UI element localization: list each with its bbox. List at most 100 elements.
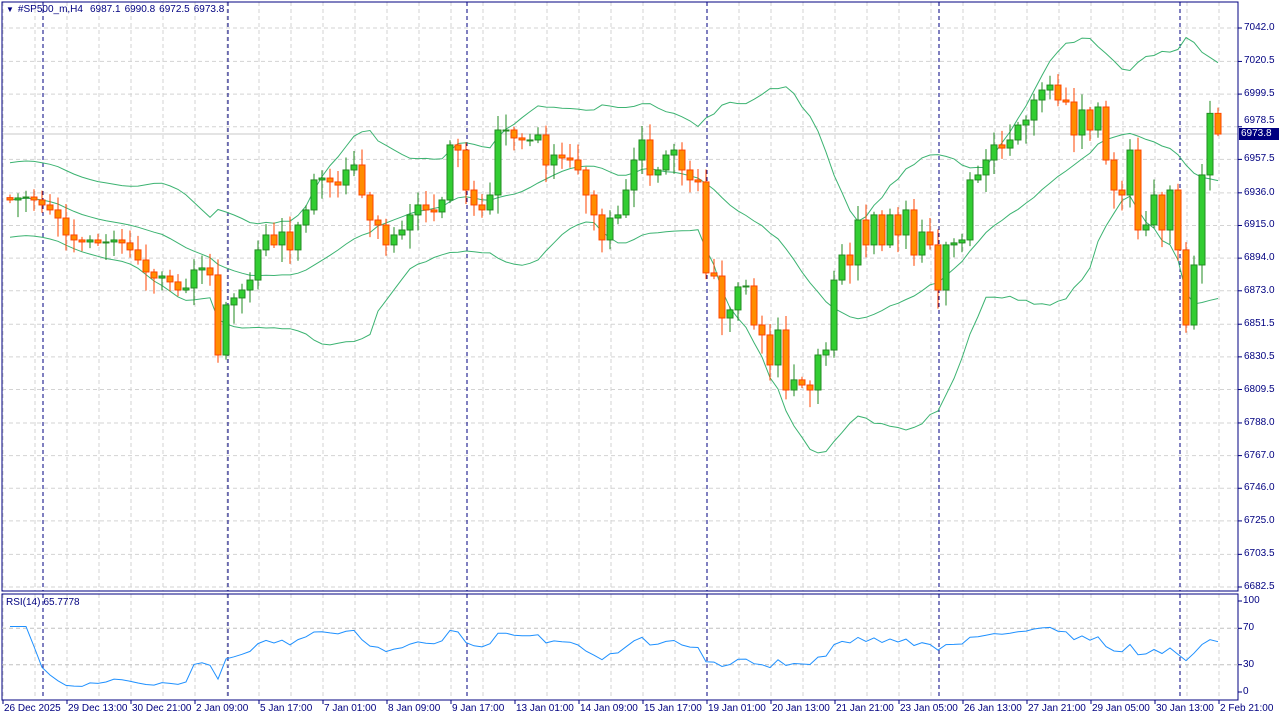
candle-body xyxy=(430,209,438,213)
candle-body xyxy=(878,214,886,246)
candle-body xyxy=(334,181,342,186)
candle xyxy=(1038,82,1046,113)
candle-body xyxy=(534,134,542,141)
candle-body xyxy=(646,139,654,176)
candle-body xyxy=(358,164,366,196)
candle-body xyxy=(734,286,742,311)
candle xyxy=(1134,137,1142,240)
candle xyxy=(718,260,726,336)
candle-body xyxy=(670,149,678,156)
candle-body xyxy=(478,204,486,211)
candle xyxy=(494,116,502,214)
candle-body xyxy=(110,239,118,243)
candle-body xyxy=(1206,112,1214,176)
candle xyxy=(134,235,142,265)
time-axis-label: 27 Jan 21:00 xyxy=(1028,703,1086,714)
candle-body xyxy=(838,254,846,281)
candle-body xyxy=(942,244,950,291)
candle-body xyxy=(870,214,878,246)
candle xyxy=(294,221,302,261)
candle-body xyxy=(830,279,838,351)
candle-body xyxy=(702,181,710,274)
rsi-axis-label: 30 xyxy=(1243,658,1255,670)
time-axis-label: 2 Feb 21:00 xyxy=(1220,703,1274,714)
candle-body xyxy=(1030,99,1038,121)
candle-body xyxy=(1126,149,1134,196)
candle xyxy=(398,220,406,240)
candle xyxy=(558,142,566,169)
candle xyxy=(1046,75,1054,100)
candle xyxy=(374,215,382,240)
candle xyxy=(198,255,206,284)
candle-body xyxy=(902,209,910,236)
candle xyxy=(190,259,198,306)
price-axis-label: 7020.5 xyxy=(1244,55,1275,67)
candle xyxy=(686,160,694,193)
rsi-axis-label: 100 xyxy=(1243,595,1260,606)
candle-body xyxy=(422,204,430,211)
ohlc-close: 6973.8 xyxy=(193,4,225,15)
ohlc-open: 6987.1 xyxy=(89,4,121,15)
candle xyxy=(1182,242,1190,333)
candle xyxy=(1054,74,1062,107)
candle-body xyxy=(190,269,198,289)
time-axis-label: 13 Jan 01:00 xyxy=(516,703,574,714)
candle xyxy=(550,144,558,179)
candle xyxy=(158,271,166,291)
candle xyxy=(1166,185,1174,244)
candle xyxy=(382,218,390,256)
candle xyxy=(614,205,622,225)
candle xyxy=(958,233,966,253)
candle-body xyxy=(886,214,894,246)
candle xyxy=(86,235,94,249)
candle-body xyxy=(1150,194,1158,226)
candle-body xyxy=(326,177,334,183)
candle xyxy=(534,127,542,144)
candle xyxy=(358,149,366,199)
candle xyxy=(38,190,46,213)
candle-body xyxy=(1214,112,1222,135)
time-axis-label: 26 Jan 13:00 xyxy=(964,703,1022,714)
candle-body xyxy=(462,149,470,191)
bollinger-lower-band xyxy=(9,195,1219,454)
candle xyxy=(1102,100,1110,165)
candle xyxy=(990,132,998,175)
candle-body xyxy=(662,154,670,171)
candle xyxy=(462,142,470,205)
candle xyxy=(174,274,182,297)
candle-body xyxy=(542,134,550,166)
candle-body xyxy=(46,204,54,211)
candle xyxy=(1014,121,1022,145)
candle xyxy=(46,194,54,215)
candle xyxy=(622,179,630,219)
candle xyxy=(790,364,798,397)
price-axis-label: 6809.5 xyxy=(1244,383,1275,395)
candle-body xyxy=(678,149,686,171)
price-axis-label: 6936.0 xyxy=(1244,186,1275,198)
candle xyxy=(702,169,710,280)
candle-body xyxy=(454,144,462,151)
candle xyxy=(406,204,414,249)
candle xyxy=(662,150,670,175)
candle xyxy=(1142,211,1150,237)
collapse-triangle-icon[interactable]: ▼ xyxy=(6,5,14,14)
current-price-tag: 6973.8 xyxy=(1239,128,1279,141)
candle-body xyxy=(294,224,302,251)
candle xyxy=(54,197,62,237)
candle-body xyxy=(158,275,166,279)
candle-body xyxy=(382,224,390,246)
candle xyxy=(878,210,886,252)
candle xyxy=(1006,124,1014,156)
candle-body xyxy=(414,204,422,216)
candle-body xyxy=(822,349,830,356)
bollinger-middle-band xyxy=(9,132,1219,320)
candle-body xyxy=(774,329,782,366)
candle xyxy=(1206,100,1214,191)
candle xyxy=(142,244,150,291)
candle-body xyxy=(622,189,630,216)
candle-body xyxy=(926,231,934,246)
time-axis-label: 20 Jan 13:00 xyxy=(772,703,830,714)
candle xyxy=(166,269,174,292)
